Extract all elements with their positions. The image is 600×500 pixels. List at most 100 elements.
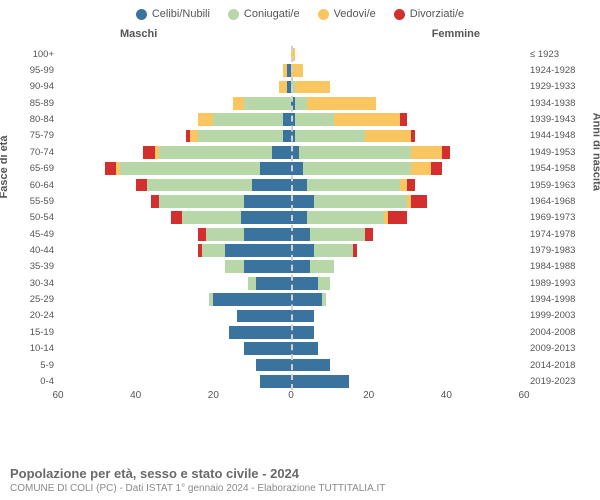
bar-segment: [151, 195, 159, 208]
bar-segment: [291, 179, 307, 192]
bar-segment: [291, 277, 318, 290]
x-tick: 20: [363, 390, 374, 401]
bar-segment: [411, 195, 427, 208]
bar-segment: [295, 113, 334, 126]
bar-segment: [213, 293, 291, 306]
age-label: 95-99: [16, 65, 54, 76]
bar-segment: [248, 277, 256, 290]
legend-swatch: [228, 9, 239, 20]
birth-year-label: 1994-1998: [530, 294, 590, 305]
birth-year-label: 2019-2023: [530, 376, 590, 387]
legend-label: Celibi/Nubili: [152, 8, 210, 20]
age-label: 30-34: [16, 278, 54, 289]
bar-male: [229, 326, 291, 339]
bar-segment: [136, 179, 148, 192]
bar-male: [105, 162, 291, 175]
bar-segment: [295, 97, 307, 110]
bar-male: [136, 179, 291, 192]
bar-segment: [365, 228, 373, 241]
age-label: 90-94: [16, 81, 54, 92]
legend-item: Vedovi/e: [318, 8, 376, 20]
bar-segment: [233, 97, 245, 110]
bar-male: [237, 310, 291, 323]
birth-year-label: 1969-1973: [530, 212, 590, 223]
birth-year-label: 2009-2013: [530, 343, 590, 354]
bar-female: [291, 179, 415, 192]
bar-segment: [198, 113, 214, 126]
bar-segment: [202, 244, 225, 257]
birth-year-label: 1999-2003: [530, 310, 590, 321]
birth-year-label: 1934-1938: [530, 98, 590, 109]
x-tick: 20: [208, 390, 219, 401]
bar-male: [256, 359, 291, 372]
bar-segment: [314, 244, 353, 257]
bar-segment: [353, 244, 357, 257]
birth-year-label: 1949-1953: [530, 147, 590, 158]
age-label: 25-29: [16, 294, 54, 305]
label-males: Maschi: [120, 28, 157, 40]
bar-female: [291, 211, 408, 224]
bar-segment: [229, 326, 291, 339]
birth-year-label: 1944-1948: [530, 130, 590, 141]
age-label: 15-19: [16, 327, 54, 338]
bar-female: [291, 277, 330, 290]
bar-segment: [291, 359, 330, 372]
bar-male: [283, 64, 291, 77]
bar-segment: [291, 326, 314, 339]
bar-segment: [295, 130, 365, 143]
bar-female: [291, 146, 450, 159]
bar-segment: [159, 146, 272, 159]
birth-year-label: 1959-1963: [530, 180, 590, 191]
age-label: 60-64: [16, 180, 54, 191]
bar-segment: [260, 162, 291, 175]
bar-segment: [291, 375, 349, 388]
bar-segment: [310, 260, 333, 273]
bar-segment: [407, 179, 415, 192]
bar-segment: [272, 146, 291, 159]
bar-segment: [244, 342, 291, 355]
age-label: 0-4: [16, 376, 54, 387]
legend-swatch: [394, 9, 405, 20]
age-label: 45-49: [16, 229, 54, 240]
bar-segment: [334, 113, 400, 126]
chart-title: Popolazione per età, sesso e stato civil…: [10, 466, 385, 481]
birth-year-label: 1974-1978: [530, 229, 590, 240]
bar-segment: [213, 113, 283, 126]
center-line: [291, 46, 293, 390]
bar-segment: [318, 277, 330, 290]
bar-segment: [159, 195, 244, 208]
bar-female: [291, 326, 314, 339]
bar-segment: [388, 211, 407, 224]
bar-female: [291, 293, 326, 306]
age-label: 65-69: [16, 163, 54, 174]
bar-segment: [400, 179, 408, 192]
bar-segment: [307, 179, 400, 192]
bar-female: [291, 342, 318, 355]
legend-swatch: [136, 9, 147, 20]
birth-year-label: 1964-1968: [530, 196, 590, 207]
bar-male: [198, 244, 291, 257]
bar-segment: [322, 293, 326, 306]
bar-female: [291, 359, 330, 372]
birth-year-label: 1954-1958: [530, 163, 590, 174]
label-females: Femmine: [432, 28, 480, 40]
bar-segment: [279, 81, 287, 94]
legend-label: Divorziati/e: [410, 8, 464, 20]
bar-female: [291, 97, 376, 110]
bar-segment: [310, 228, 364, 241]
bar-male: [143, 146, 291, 159]
bar-segment: [252, 179, 291, 192]
bar-segment: [143, 146, 155, 159]
age-label: 20-24: [16, 310, 54, 321]
legend-label: Coniugati/e: [244, 8, 300, 20]
bar-male: [198, 228, 291, 241]
bar-segment: [291, 293, 322, 306]
bar-female: [291, 244, 357, 257]
bar-segment: [442, 146, 450, 159]
bar-male: [260, 375, 291, 388]
legend-item: Coniugati/e: [228, 8, 300, 20]
bar-segment: [291, 260, 310, 273]
chart-footer: Popolazione per età, sesso e stato civil…: [10, 466, 385, 494]
bar-segment: [291, 342, 318, 355]
birth-year-label: ≤ 1923: [530, 49, 590, 60]
